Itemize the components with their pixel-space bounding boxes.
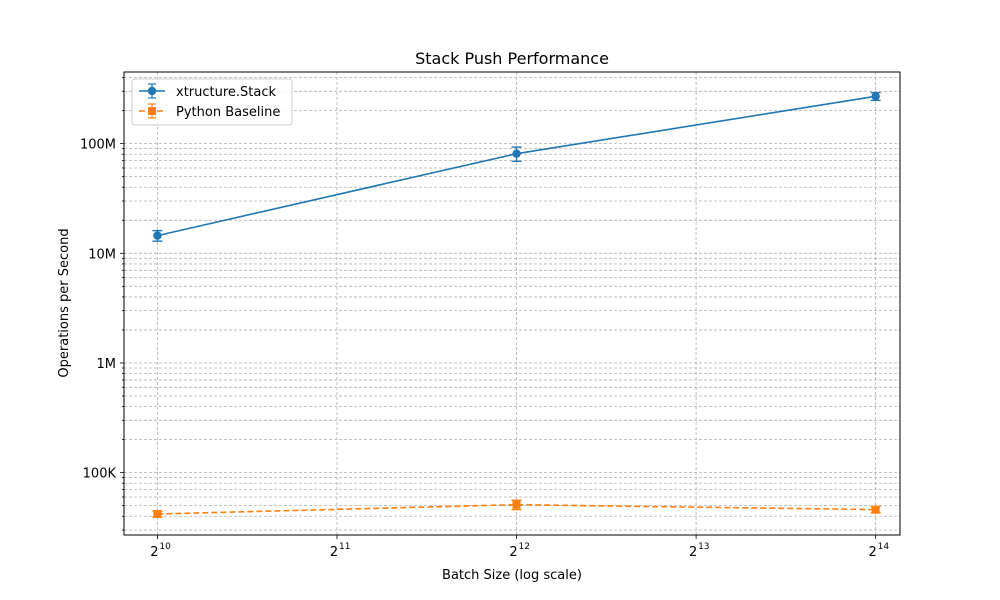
x-tick-label: 2: [150, 545, 158, 560]
legend-box: [131, 78, 293, 126]
x-tick-label: 2: [509, 545, 517, 560]
x-tick-label: 2: [868, 545, 876, 560]
x-axis: 2 10 2 11 2 12 2 13 2 14: [150, 535, 889, 560]
legend: xtructure.Stack Python Baseline: [131, 78, 293, 126]
x-tick-label: 2: [330, 545, 338, 560]
y-tick-label: 100K: [83, 467, 117, 482]
legend-item: xtructure.Stack: [139, 83, 277, 100]
data-point: [153, 509, 162, 518]
legend-label: xtructure.Stack: [176, 85, 277, 100]
y-tick-label: 100M: [80, 138, 116, 153]
y-tick-label: 1M: [97, 357, 117, 372]
series-layer: [152, 91, 881, 518]
data-point: [153, 231, 162, 240]
legend-marker: [147, 86, 157, 96]
data-point: [871, 505, 880, 514]
x-tick-exponent: 13: [698, 542, 709, 552]
series-1: [152, 91, 881, 242]
data-point: [512, 500, 521, 509]
x-tick-exponent: 14: [878, 542, 890, 552]
grid: [124, 72, 900, 535]
x-tick-label: 2: [689, 545, 697, 560]
series-2: [152, 499, 881, 518]
chart-title: Stack Push Performance: [415, 49, 609, 68]
x-tick-exponent: 12: [519, 542, 530, 552]
x-axis-label: Batch Size (log scale): [442, 568, 582, 583]
x-tick-exponent: 11: [339, 542, 350, 552]
data-point: [512, 149, 521, 158]
y-axis-label: Operations per Second: [57, 228, 72, 377]
x-tick-exponent: 10: [159, 542, 171, 552]
plot-frame: [123, 71, 901, 536]
legend-label: Python Baseline: [176, 105, 280, 120]
series-line: [157, 503, 876, 515]
legend-item: Python Baseline: [139, 103, 280, 120]
legend-marker: [148, 107, 156, 115]
y-tick-label: 10M: [88, 247, 116, 262]
data-point: [871, 92, 880, 101]
y-axis: 100K 1M 10M 100M: [80, 77, 124, 531]
